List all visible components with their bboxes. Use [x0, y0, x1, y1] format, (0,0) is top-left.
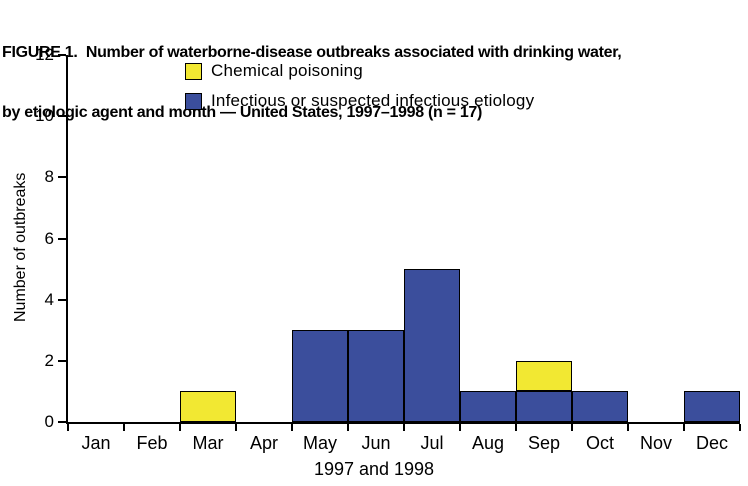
x-tick-mark [123, 424, 125, 431]
y-tick-mark [58, 176, 66, 179]
x-tick-mark [571, 424, 573, 431]
bar-jun-infectious [348, 330, 404, 422]
x-tick-label: Mar [192, 433, 224, 453]
y-tick-label: 6 [44, 228, 54, 248]
bar-jul-infectious [404, 269, 460, 422]
legend-label-chemical: Chemical poisoning [211, 61, 363, 80]
y-tick-label: 12 [35, 45, 54, 64]
figure-title-line1: FIGURE 1. Number of waterborne-disease o… [2, 44, 622, 61]
x-tick-label: Aug [471, 433, 505, 453]
legend-item-infectious: Infectious or suspected infectious etiol… [185, 91, 534, 111]
y-tick-label: 10 [35, 106, 54, 126]
x-tick-label: Sep [527, 433, 561, 453]
x-tick-mark [627, 424, 629, 431]
bar-may-infectious [292, 330, 348, 422]
x-tick-mark [179, 424, 181, 431]
y-tick-mark [58, 54, 66, 56]
bar-aug-infectious [460, 391, 516, 422]
y-tick-mark [58, 298, 66, 301]
legend-item-chemical: Chemical poisoning [185, 61, 534, 81]
bar-mar-chemical [180, 391, 236, 422]
x-tick-mark [739, 424, 741, 431]
x-tick-label: Dec [695, 433, 728, 453]
x-tick-label: Jan [81, 433, 111, 453]
y-tick-mark [58, 421, 66, 423]
x-tick-mark [515, 424, 517, 431]
bar-sep-infectious [516, 391, 572, 422]
y-tick-label: 2 [44, 350, 54, 370]
legend-swatch-chemical [185, 62, 202, 80]
x-tick-label: Feb [136, 433, 168, 453]
bar-dec-infectious [684, 391, 740, 422]
y-tick-label: 4 [44, 289, 54, 309]
x-tick-label: Nov [639, 433, 672, 453]
figure-title: FIGURE 1. Number of waterborne-disease o… [2, 3, 748, 163]
x-axis-label: 1997 and 1998 [313, 459, 435, 479]
x-tick-label: Apr [249, 433, 278, 453]
y-tick-mark [58, 359, 66, 362]
x-tick-mark [683, 424, 685, 431]
x-tick-label: May [302, 433, 337, 453]
y-tick-mark [58, 115, 66, 118]
x-tick-mark [347, 424, 349, 431]
y-tick-label: 8 [44, 167, 54, 187]
y-tick-mark [58, 237, 66, 240]
x-tick-mark [403, 424, 405, 431]
legend-label-infectious: Infectious or suspected infectious etiol… [211, 91, 535, 110]
x-tick-mark [235, 424, 237, 431]
x-tick-label: Oct [585, 433, 614, 453]
figure-title-line2: by etiologic agent and month — United St… [2, 104, 483, 121]
x-tick-mark [459, 424, 461, 431]
x-tick-mark [291, 424, 293, 431]
plot-area [66, 55, 740, 424]
x-tick-label: Jul [420, 433, 444, 453]
x-tick-label: Jun [361, 433, 391, 453]
y-tick-label: 0 [44, 412, 54, 431]
bar-sep-chemical [516, 360, 572, 392]
legend: Chemical poisoning Infectious or suspect… [185, 61, 534, 121]
legend-swatch-infectious [185, 92, 202, 110]
x-tick-mark [67, 424, 69, 431]
bar-oct-infectious [572, 391, 628, 422]
